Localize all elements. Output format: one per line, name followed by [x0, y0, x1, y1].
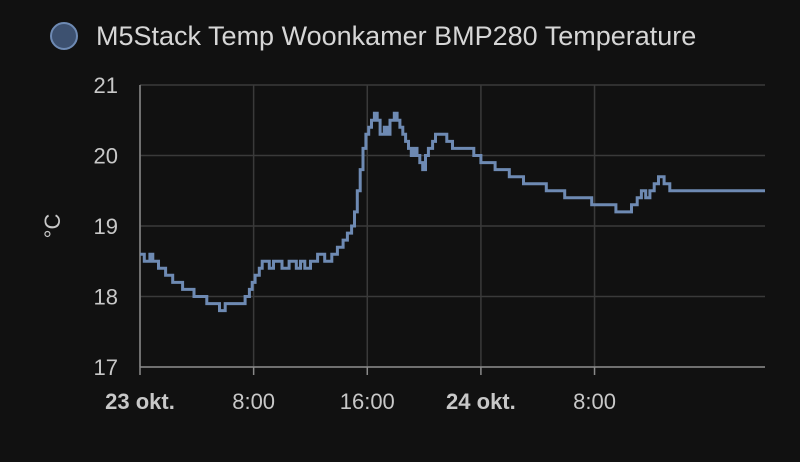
x-tick-label: 16:00 — [340, 389, 395, 414]
series-layer — [140, 111, 765, 313]
legend-swatch-icon[interactable] — [50, 22, 78, 50]
grid-layer — [139, 84, 765, 368]
y-axis-title: °C — [40, 214, 65, 239]
y-tick-label: 18 — [94, 285, 118, 310]
axis-layer: 17 18 19 20 21 23 okt. 8:00 16:00 24 okt. 8:00 — [94, 73, 765, 414]
series-line[interactable] — [140, 111, 765, 313]
x-tick-label: 24 okt. — [446, 389, 516, 414]
y-tick-label: 20 — [94, 144, 118, 169]
y-tick-label: 21 — [94, 73, 118, 98]
y-tick-label: 19 — [94, 214, 118, 239]
legend[interactable]: M5Stack Temp Woonkamer BMP280 Temperatur… — [50, 16, 696, 56]
y-tick-label: 17 — [94, 355, 118, 380]
x-tick-label: 23 okt. — [105, 389, 175, 414]
x-tick-label: 8:00 — [232, 389, 275, 414]
x-tick-label: 8:00 — [573, 389, 616, 414]
